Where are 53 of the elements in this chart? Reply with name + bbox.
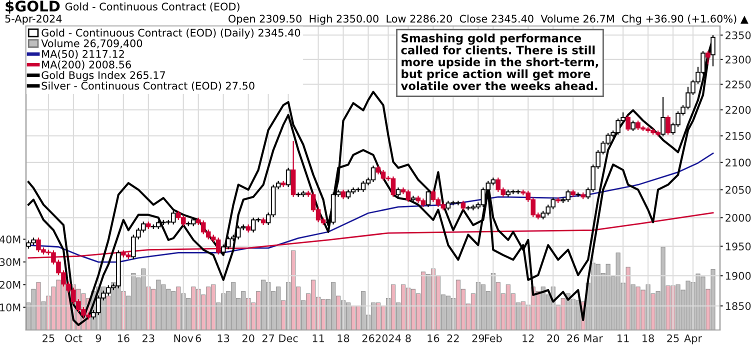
y-tick-label: 2200 <box>726 106 751 114</box>
text: 5-Apr-2024 <box>5 14 62 25</box>
x-tick-label: Feb <box>484 334 502 342</box>
x-tick-label: 11 <box>618 334 629 342</box>
x-tick-label: Dec <box>279 334 298 342</box>
legend-label: Gold - Continuous Contract (EOD) (Daily) 2345.40 <box>42 28 300 39</box>
x-tick-label: Oct <box>65 334 82 342</box>
x-tick-label: 26 <box>362 334 374 342</box>
y-tick-label: 1850 <box>726 302 751 310</box>
x-tick-label: 8 <box>406 334 411 342</box>
y-tick-label: 2150 <box>726 132 751 140</box>
y2-tick-label: 30M <box>0 258 20 266</box>
x-tick-label: 16 <box>118 334 130 342</box>
legend-label: Gold Bugs Index 265.17 <box>42 71 166 82</box>
y-tick-label: 2000 <box>726 214 751 222</box>
legend-label: MA(200) 2008.56 <box>42 60 131 70</box>
x-tick-label: 12 <box>522 334 534 342</box>
x-tick-label: Nov <box>174 334 194 342</box>
x-tick-label: 18 <box>642 334 654 342</box>
x-tick-label: 13 <box>218 334 230 342</box>
y-tick-label: 2350 <box>726 31 751 40</box>
chart-subtitle: Gold - Continuous Contract (EOD) <box>65 2 240 12</box>
legend-label: Volume 26,709,400 <box>41 39 142 48</box>
x-tick-label: 25 <box>667 334 679 342</box>
chart-title: $GOLD <box>6 0 60 14</box>
x-tick-label: 2024 <box>376 334 401 342</box>
text: Open 2309.50 High 2350.00 Low 2286.20 Close 2345.40 Volume 26.7M Chg +36.90 (+1.60%) ▲ <box>228 14 748 25</box>
x-tick-label: 27 <box>262 334 274 342</box>
y-tick-label: 2050 <box>726 186 751 194</box>
x-tick-label: 6 <box>196 334 202 342</box>
y-tick-label: 2300 <box>726 56 751 64</box>
x-tick-label: 22 <box>447 334 459 342</box>
y-tick-label: 2100 <box>726 158 751 167</box>
x-tick-label: 25 <box>42 334 54 342</box>
y-tick-label: 1900 <box>726 272 751 280</box>
x-tick-label: 18 <box>338 334 350 342</box>
y-tick-label: 2250 <box>726 80 751 88</box>
legend-label: MA(50) 2117.12 <box>42 50 124 60</box>
y-tick-label: 1950 <box>726 242 751 250</box>
x-tick-label: 26 <box>567 334 580 342</box>
x-tick-label: 20 <box>242 334 254 342</box>
x-tick-label: Mar <box>584 334 603 342</box>
x-tick-label: 9 <box>96 334 102 342</box>
x-tick-label: 23 <box>142 334 154 342</box>
legend-label: Silver - Continuous Contract (EOD) 27.50 <box>42 82 254 91</box>
annotation: Smashing gold performance called for clients. There is still more upside in the short-term, but price action will get more volatile over the weeks ahead. <box>400 34 598 90</box>
x-tick-label: 20 <box>547 334 560 342</box>
x-tick-label: 29 <box>472 334 484 342</box>
y2-tick-label: 20M <box>0 280 20 289</box>
x-tick-label: 16 <box>428 334 440 342</box>
x-tick-label: 11 <box>312 334 324 342</box>
x-tick-label: Apr <box>684 334 702 344</box>
y2-tick-label: 10M <box>0 304 20 312</box>
